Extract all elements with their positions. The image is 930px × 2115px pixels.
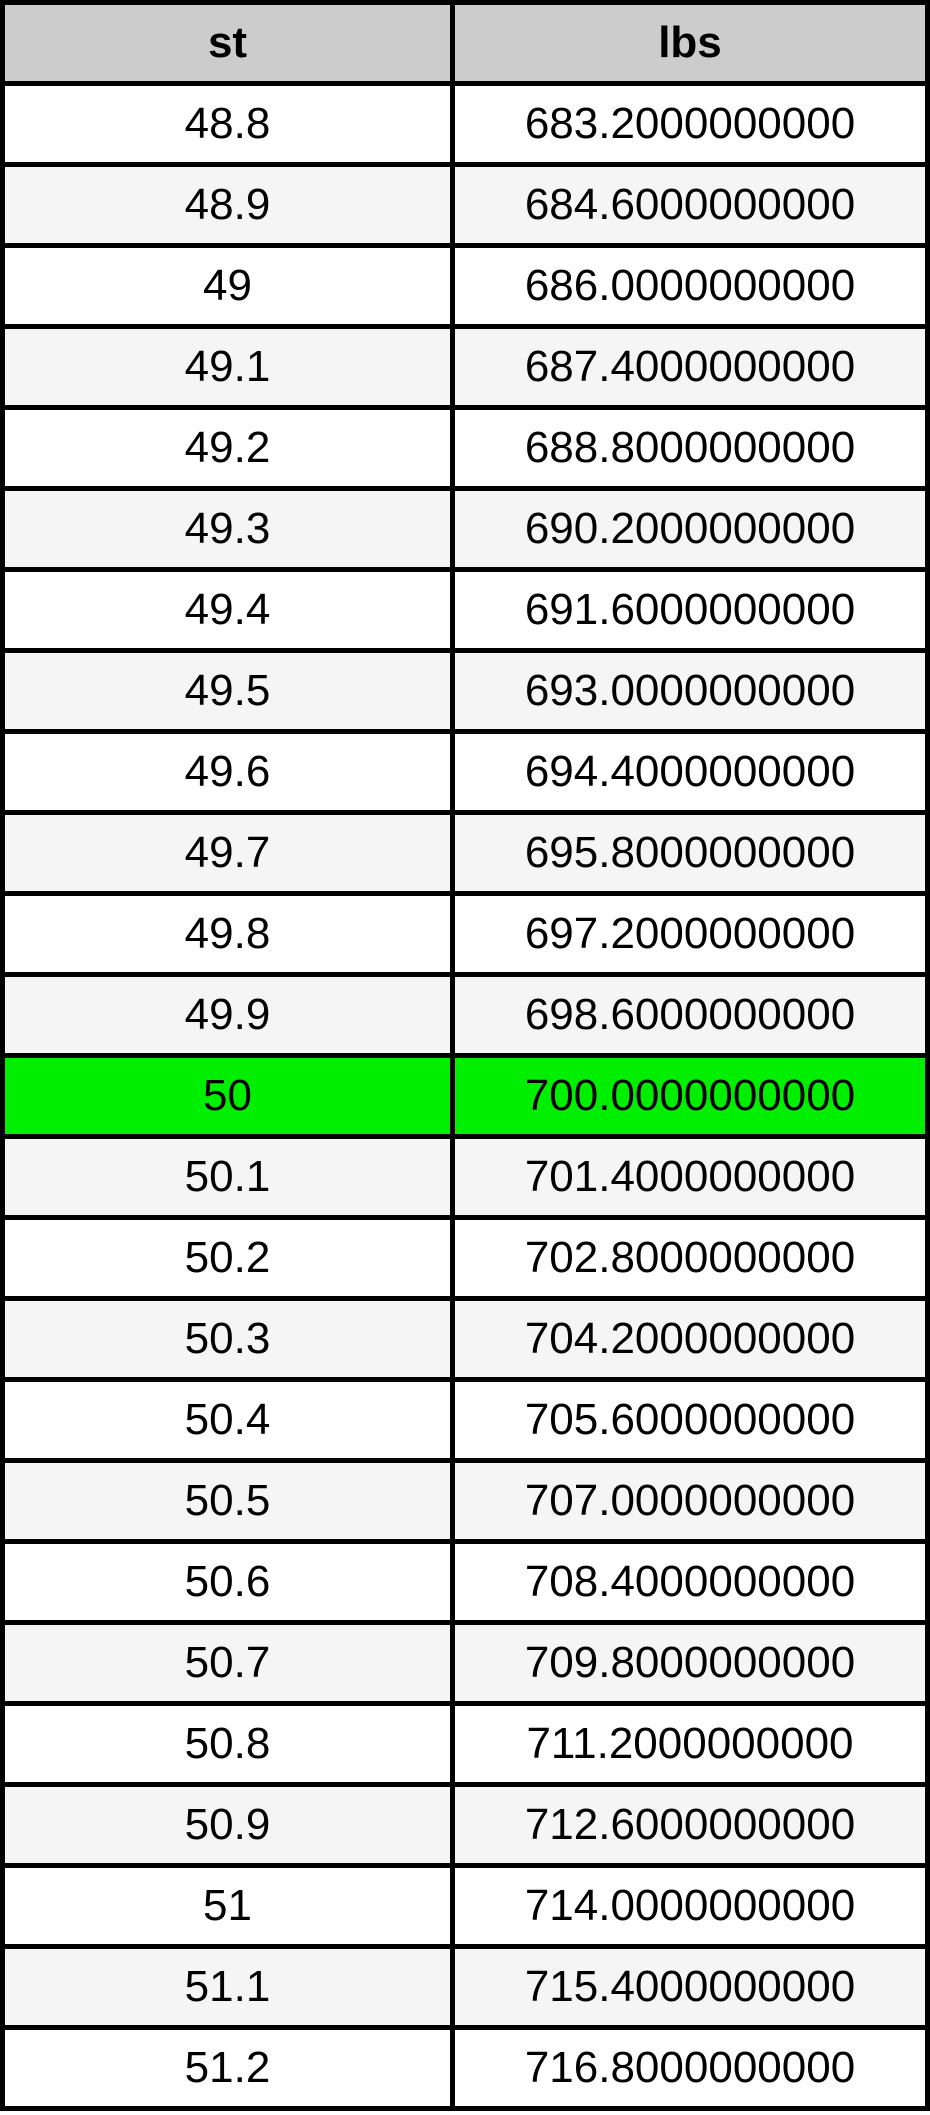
lbs-cell: 690.2000000000: [450, 486, 930, 572]
column-header-st: st: [0, 0, 455, 86]
lbs-cell: 702.8000000000: [450, 1215, 930, 1301]
lbs-cell: 708.4000000000: [450, 1539, 930, 1625]
st-cell: 50.1: [0, 1134, 455, 1220]
table-row: 48.9 684.6000000000: [0, 162, 930, 248]
lbs-cell: 695.8000000000: [450, 810, 930, 896]
st-cell: 50.7: [0, 1620, 455, 1706]
st-cell: 49.5: [0, 648, 455, 734]
lbs-cell: 711.2000000000: [450, 1701, 930, 1787]
st-cell: 48.8: [0, 81, 455, 167]
st-cell: 51.1: [0, 1944, 455, 2030]
st-cell: 49.3: [0, 486, 455, 572]
column-header-lbs: lbs: [450, 0, 930, 86]
lbs-cell: 694.4000000000: [450, 729, 930, 815]
lbs-cell: 705.6000000000: [450, 1377, 930, 1463]
table-row: 51 714.0000000000: [0, 1863, 930, 1949]
table-row: 50.4 705.6000000000: [0, 1377, 930, 1463]
table-body: 48.8 683.2000000000 48.9 684.6000000000 49 68…: [0, 81, 930, 2111]
table-row: 50.8 711.2000000000: [0, 1701, 930, 1787]
table-row: 50.1 701.4000000000: [0, 1134, 930, 1220]
table-row: 48.8 683.2000000000: [0, 81, 930, 167]
table-row: 49.7 695.8000000000: [0, 810, 930, 896]
table-row: 49.6 694.4000000000: [0, 729, 930, 815]
st-cell: 51.2: [0, 2025, 455, 2111]
table-row: 50.6 708.4000000000: [0, 1539, 930, 1625]
lbs-cell: 698.6000000000: [450, 972, 930, 1058]
st-cell: 49.6: [0, 729, 455, 815]
table-row: 51.2 716.8000000000: [0, 2025, 930, 2111]
st-cell: 49.7: [0, 810, 455, 896]
table-row: 50.7 709.8000000000: [0, 1620, 930, 1706]
table-row: 49.2 688.8000000000: [0, 405, 930, 491]
st-cell: 51: [0, 1863, 455, 1949]
lbs-cell: 707.0000000000: [450, 1458, 930, 1544]
lbs-cell: 683.2000000000: [450, 81, 930, 167]
st-cell: 50.2: [0, 1215, 455, 1301]
lbs-cell: 688.8000000000: [450, 405, 930, 491]
lbs-cell: 691.6000000000: [450, 567, 930, 653]
st-cell: 49.8: [0, 891, 455, 977]
table-row: 50.3 704.2000000000: [0, 1296, 930, 1382]
st-cell: 49.9: [0, 972, 455, 1058]
lbs-cell: 697.2000000000: [450, 891, 930, 977]
st-cell: 50.4: [0, 1377, 455, 1463]
lbs-cell: 714.0000000000: [450, 1863, 930, 1949]
lbs-cell: 716.8000000000: [450, 2025, 930, 2111]
lbs-cell: 693.0000000000: [450, 648, 930, 734]
table-row: 49.9 698.6000000000: [0, 972, 930, 1058]
lbs-cell: 686.0000000000: [450, 243, 930, 329]
table-row: 50.5 707.0000000000: [0, 1458, 930, 1544]
st-cell: 50.6: [0, 1539, 455, 1625]
lbs-cell: 684.6000000000: [450, 162, 930, 248]
table-row: 49.4 691.6000000000: [0, 567, 930, 653]
table-row-highlighted: 50 700.0000000000: [0, 1053, 930, 1139]
lbs-cell: 700.0000000000: [450, 1053, 930, 1139]
lbs-cell: 704.2000000000: [450, 1296, 930, 1382]
st-cell: 49.1: [0, 324, 455, 410]
st-cell: 49: [0, 243, 455, 329]
lbs-cell: 687.4000000000: [450, 324, 930, 410]
st-cell: 49.2: [0, 405, 455, 491]
table-row: 49.1 687.4000000000: [0, 324, 930, 410]
table-row: 49 686.0000000000: [0, 243, 930, 329]
table-row: 50.2 702.8000000000: [0, 1215, 930, 1301]
st-cell: 50: [0, 1053, 455, 1139]
table-row: 50.9 712.6000000000: [0, 1782, 930, 1868]
st-cell: 50.5: [0, 1458, 455, 1544]
table-row: 49.5 693.0000000000: [0, 648, 930, 734]
st-cell: 49.4: [0, 567, 455, 653]
lbs-cell: 709.8000000000: [450, 1620, 930, 1706]
st-cell: 50.8: [0, 1701, 455, 1787]
st-cell: 50.3: [0, 1296, 455, 1382]
header-row: st lbs: [0, 0, 930, 86]
table-row: 49.8 697.2000000000: [0, 891, 930, 977]
st-cell: 50.9: [0, 1782, 455, 1868]
st-cell: 48.9: [0, 162, 455, 248]
lbs-cell: 712.6000000000: [450, 1782, 930, 1868]
lbs-cell: 701.4000000000: [450, 1134, 930, 1220]
table-row: 51.1 715.4000000000: [0, 1944, 930, 2030]
lbs-cell: 715.4000000000: [450, 1944, 930, 2030]
table-row: 49.3 690.2000000000: [0, 486, 930, 572]
